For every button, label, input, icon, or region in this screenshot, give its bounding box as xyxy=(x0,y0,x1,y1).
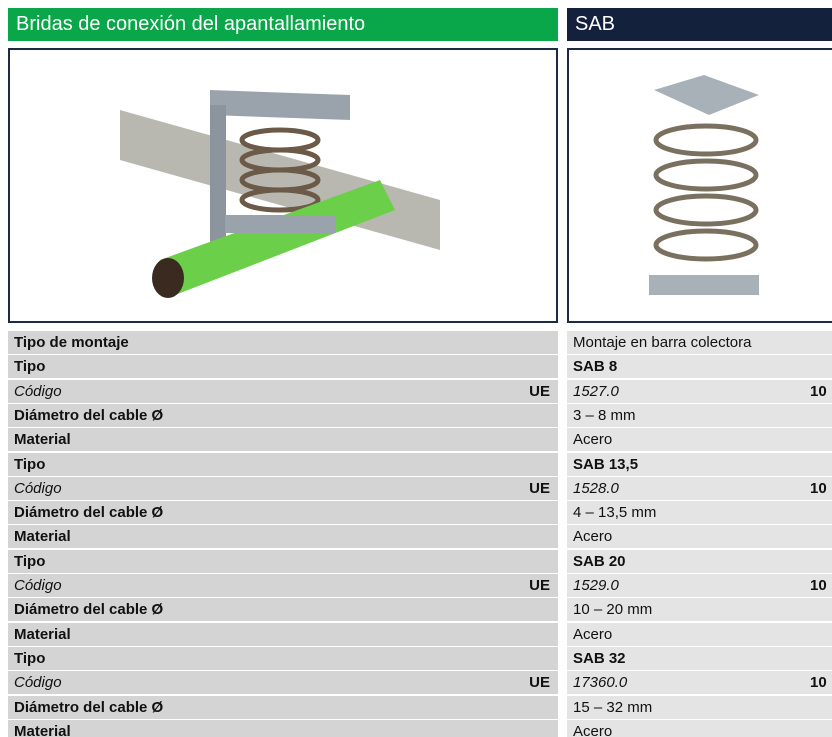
row-label: Material xyxy=(8,719,558,737)
unit: UE xyxy=(529,382,550,400)
row-label: Diámetro del cable Ø xyxy=(8,598,558,622)
row-label: Material xyxy=(8,525,558,549)
value-text: SAB 8 xyxy=(573,358,618,376)
row-value: Acero xyxy=(567,719,832,737)
label-text: Tipo xyxy=(14,358,46,376)
unit: UE xyxy=(529,577,550,594)
row-value: SAB 13,5 xyxy=(567,452,832,476)
row-label: Código UE xyxy=(8,476,558,500)
row-value: Montaje en barra colectora xyxy=(567,331,832,354)
cable-end xyxy=(152,258,184,298)
product-title: SAB xyxy=(567,8,832,41)
spring xyxy=(239,127,321,213)
value-text: 1529.0 xyxy=(573,577,619,594)
row-value: 17360.0 10 xyxy=(567,671,832,695)
row-label: Diámetro del cable Ø xyxy=(8,501,558,525)
label-text: Material xyxy=(14,722,71,737)
pack-quantity: 10 xyxy=(810,577,827,594)
row-value: 10 – 20 mm xyxy=(567,598,832,622)
row-label: Tipo xyxy=(8,452,558,476)
row-label: Código UE xyxy=(8,574,558,597)
clamp-side xyxy=(210,105,226,255)
clamp-bottom xyxy=(225,215,335,233)
value-text: 4 – 13,5 mm xyxy=(573,504,657,522)
value-text: Acero xyxy=(573,722,613,737)
row-value: SAB 32 xyxy=(567,646,832,670)
clamp-top xyxy=(210,90,350,120)
row-label: Tipo xyxy=(8,355,558,379)
label-text: Diámetro del cable Ø xyxy=(14,601,164,619)
value-text: 1527.0 xyxy=(573,382,619,400)
row-value: Acero xyxy=(567,428,832,452)
label-text: Diámetro del cable Ø xyxy=(14,504,164,522)
row-value: 1529.0 10 xyxy=(567,574,832,597)
label-text: Código xyxy=(14,674,62,692)
pack-quantity: 10 xyxy=(810,479,827,497)
unit: UE xyxy=(529,479,550,497)
row-label: Código UE xyxy=(8,671,558,695)
section-title: Bridas de conexión del apantallamiento xyxy=(8,8,558,41)
row-value: 1527.0 10 xyxy=(567,379,832,403)
value-text: SAB 32 xyxy=(573,649,626,667)
row-label: Tipo de montaje xyxy=(8,331,558,354)
row-value: Acero xyxy=(567,622,832,646)
product-photo-sab xyxy=(567,48,832,323)
row-label: Diámetro del cable Ø xyxy=(8,695,558,719)
row-label: Material xyxy=(8,428,558,452)
label-text: Material xyxy=(14,431,71,449)
label-text: Código xyxy=(14,382,62,400)
label-text: Diámetro del cable Ø xyxy=(14,406,164,424)
row-value: 4 – 13,5 mm xyxy=(567,501,832,525)
label-text: Tipo xyxy=(14,552,46,570)
row-label: Material xyxy=(8,622,558,646)
label-text: Material xyxy=(14,528,71,546)
clamp-top xyxy=(654,75,759,115)
clamp-bottom xyxy=(649,275,759,295)
label-text: Diámetro del cable Ø xyxy=(14,698,164,716)
value-text: 1528.0 xyxy=(573,479,619,497)
row-label: Tipo xyxy=(8,646,558,670)
value-text: Acero xyxy=(573,528,613,546)
value-text: SAB 13,5 xyxy=(573,455,639,473)
row-label: Tipo xyxy=(8,549,558,573)
pack-quantity: 10 xyxy=(810,382,827,400)
row-value: 1528.0 10 xyxy=(567,476,832,500)
row-value: SAB 20 xyxy=(567,549,832,573)
label-text: Tipo de montaje xyxy=(14,334,129,351)
row-value: SAB 8 xyxy=(567,355,832,379)
pack-quantity: 10 xyxy=(810,674,827,692)
unit: UE xyxy=(529,674,550,692)
cable xyxy=(160,180,395,295)
value-text: SAB 20 xyxy=(573,552,626,570)
photo-illustration xyxy=(120,90,440,298)
value-text: 15 – 32 mm xyxy=(573,698,653,716)
value-text: 3 – 8 mm xyxy=(573,406,636,424)
row-label: Diámetro del cable Ø xyxy=(8,403,558,427)
row-label: Código UE xyxy=(8,379,558,403)
row-value: Acero xyxy=(567,525,832,549)
label-text: Material xyxy=(14,625,71,643)
value-text: Montaje en barra colectora xyxy=(573,334,752,351)
photo-illustration xyxy=(649,75,759,295)
row-value: 3 – 8 mm xyxy=(567,403,832,427)
label-text: Código xyxy=(14,479,62,497)
label-text: Tipo xyxy=(14,455,46,473)
row-value: 15 – 32 mm xyxy=(567,695,832,719)
value-text: Acero xyxy=(573,431,613,449)
label-text: Tipo xyxy=(14,649,46,667)
spring xyxy=(653,123,759,262)
value-text: 10 – 20 mm xyxy=(573,601,653,619)
label-text: Código xyxy=(14,577,62,594)
product-photo xyxy=(8,48,558,323)
value-text: Acero xyxy=(573,625,613,643)
value-text: 17360.0 xyxy=(573,674,628,692)
